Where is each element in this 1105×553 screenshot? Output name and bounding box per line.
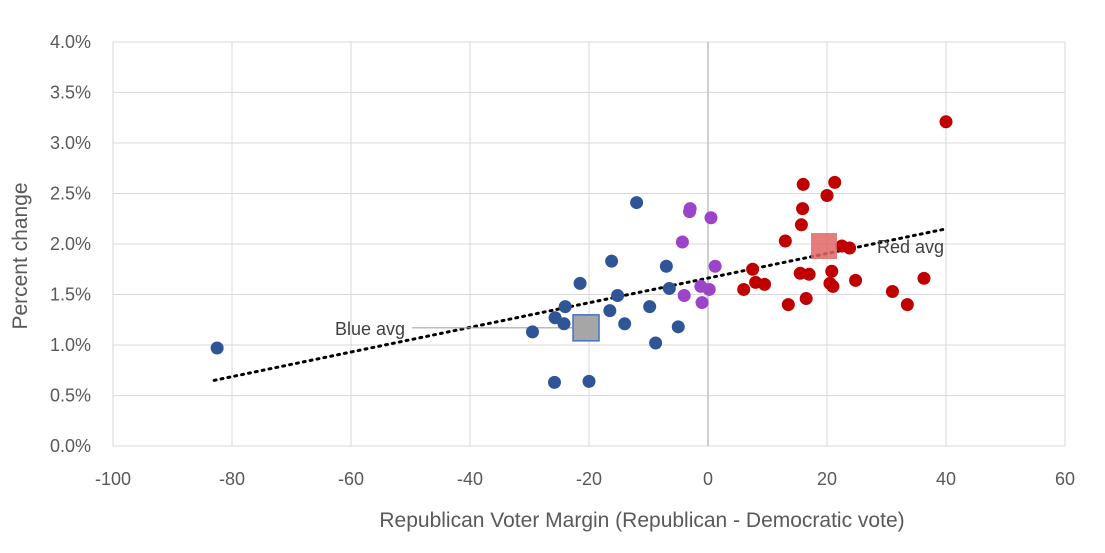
average-label: Red avg	[877, 237, 944, 257]
data-point	[778, 234, 792, 248]
data-point	[547, 375, 561, 389]
y-tick-label: 2.5%	[50, 184, 91, 204]
data-point	[796, 177, 810, 191]
data-point	[210, 341, 224, 355]
data-point	[885, 284, 899, 298]
data-point	[794, 218, 808, 232]
data-point	[603, 304, 617, 318]
data-point	[582, 374, 596, 388]
y-tick-label: 1.0%	[50, 335, 91, 355]
y-axis-title: Percent change	[9, 182, 32, 329]
data-point	[796, 202, 810, 216]
data-point	[649, 336, 663, 350]
data-point	[758, 277, 772, 291]
data-point	[843, 241, 857, 255]
data-point	[737, 282, 751, 296]
average-markers: Blue avg Red avg	[335, 233, 944, 342]
y-tick-label: 2.0%	[50, 234, 91, 254]
x-tick-label: -100	[95, 469, 131, 489]
x-axis-title: Republican Voter Margin (Republican - De…	[379, 509, 904, 532]
data-point	[702, 282, 716, 296]
data-point	[675, 235, 689, 249]
average-marker	[572, 314, 600, 342]
data-point	[611, 289, 625, 303]
x-tick-label: -40	[457, 469, 483, 489]
data-point	[849, 273, 863, 287]
data-point	[781, 298, 795, 312]
y-tick-label: 0.5%	[50, 386, 91, 406]
data-point	[799, 292, 813, 306]
data-point	[828, 175, 842, 189]
data-points	[210, 115, 953, 389]
data-point	[605, 254, 619, 268]
data-point	[695, 296, 709, 310]
x-tick-label: 0	[703, 469, 713, 489]
x-tick-label: 20	[817, 469, 837, 489]
y-tick-label: 3.0%	[50, 133, 91, 153]
data-point	[826, 279, 840, 293]
average-label: Blue avg	[335, 319, 405, 339]
data-point	[917, 271, 931, 285]
y-tick-label: 3.5%	[50, 83, 91, 103]
x-tick-label: 60	[1055, 469, 1075, 489]
y-tick-label: 4.0%	[50, 32, 91, 52]
x-tick-labels: -100 -80 -60 -40 -20 0 20 40 60	[95, 469, 1075, 489]
data-point	[558, 300, 572, 314]
data-point	[683, 202, 697, 216]
x-tick-label: -60	[338, 469, 364, 489]
data-point	[825, 264, 839, 278]
x-tick-label: -20	[576, 469, 602, 489]
data-point	[900, 298, 914, 312]
data-point	[573, 276, 587, 290]
data-point	[662, 281, 676, 295]
y-tick-labels: 0.0% 0.5% 1.0% 1.5% 2.0% 2.5% 3.0% 3.5% 4.0%	[50, 32, 91, 456]
data-point	[708, 259, 722, 273]
data-point	[618, 317, 632, 331]
data-point	[704, 211, 718, 225]
y-tick-label: 0.0%	[50, 436, 91, 456]
average-marker	[811, 233, 838, 260]
data-point	[677, 289, 691, 303]
x-tick-label: 40	[936, 469, 956, 489]
data-point	[939, 115, 953, 129]
data-point	[630, 196, 644, 210]
data-point	[671, 320, 685, 334]
data-point	[557, 317, 571, 331]
data-point	[746, 262, 760, 276]
data-point	[643, 300, 657, 314]
data-point	[659, 259, 673, 273]
y-tick-label: 1.5%	[50, 285, 91, 305]
x-tick-label: -80	[219, 469, 245, 489]
data-point	[820, 189, 834, 203]
data-point	[802, 267, 816, 281]
data-point	[525, 325, 539, 339]
